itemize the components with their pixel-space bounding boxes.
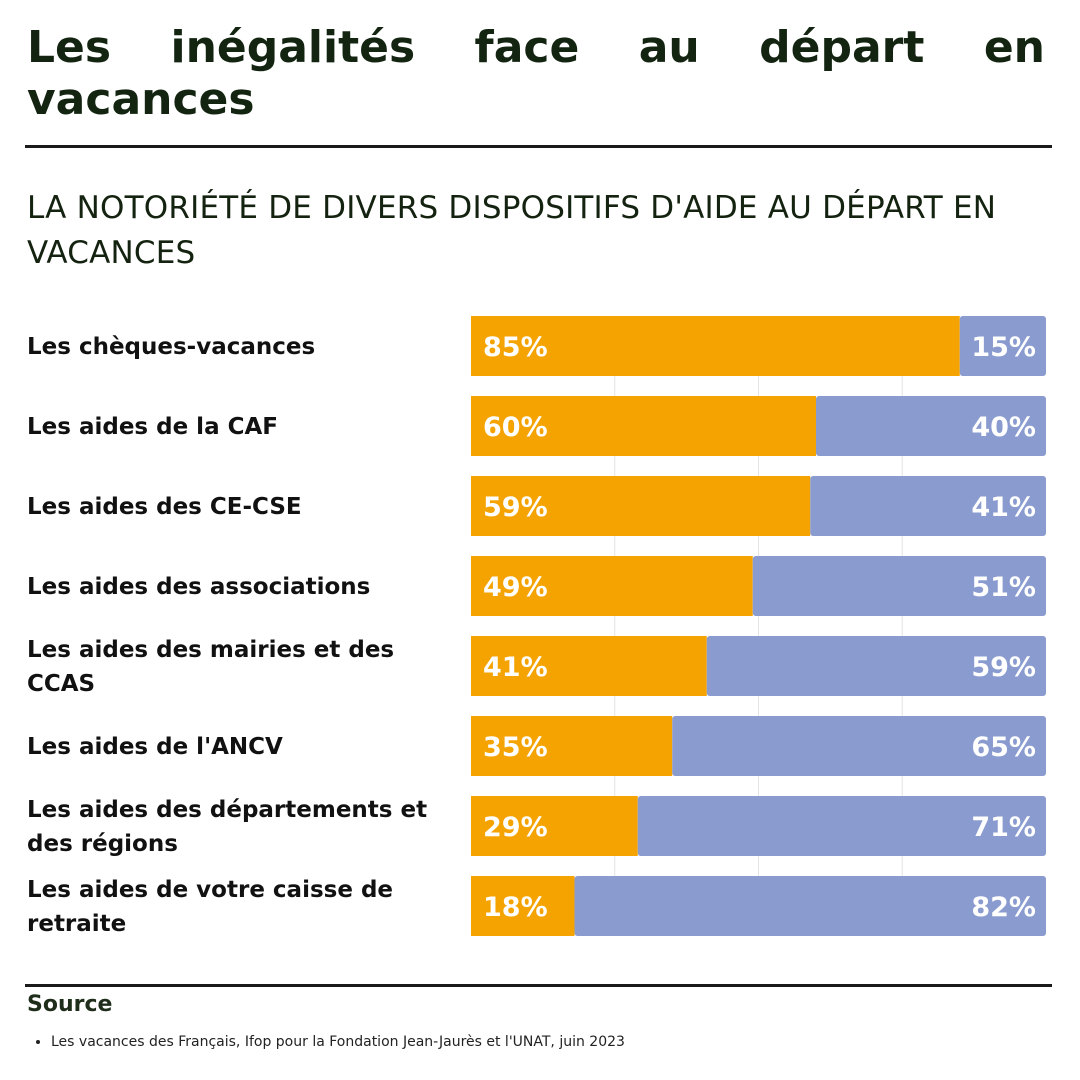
source-divider bbox=[25, 984, 1052, 987]
category-label: Les aides des mairies et des CCAS bbox=[27, 637, 394, 697]
bar-segment bbox=[471, 396, 816, 456]
category-label: Les aides des associations bbox=[27, 574, 370, 600]
bar-segment bbox=[816, 396, 1046, 456]
data-label: 41% bbox=[483, 652, 548, 683]
category-label: Les aides des départements et des régions bbox=[27, 797, 427, 857]
data-label: 60% bbox=[483, 412, 548, 443]
bar-segment bbox=[471, 716, 673, 776]
data-label: 82% bbox=[971, 892, 1036, 923]
data-label: 18% bbox=[483, 892, 548, 923]
data-label: 59% bbox=[971, 652, 1036, 683]
chart-subtitle: LA NOTORIÉTÉ DE DIVERS DISPOSITIFS D'AID… bbox=[27, 190, 997, 271]
source-heading: Source bbox=[27, 992, 113, 1017]
page-title: Les inégalités face au départ en vacance… bbox=[27, 22, 1045, 125]
category-label: Les aides de la CAF bbox=[27, 414, 278, 440]
bar-segment bbox=[471, 556, 753, 616]
data-label: 41% bbox=[971, 492, 1036, 523]
data-label: 40% bbox=[971, 412, 1036, 443]
category-label: Les aides des CE-CSE bbox=[27, 494, 302, 520]
bar-segment bbox=[672, 716, 1046, 776]
title-divider bbox=[25, 145, 1052, 148]
data-label: 49% bbox=[483, 572, 548, 603]
bar-segment bbox=[752, 556, 1046, 616]
category-label: Les aides de votre caisse de retraite bbox=[27, 877, 393, 937]
bar-segment bbox=[959, 316, 1046, 376]
data-label: 29% bbox=[483, 812, 548, 843]
data-label: 59% bbox=[483, 492, 548, 523]
category-label: Les chèques-vacances bbox=[27, 334, 315, 360]
data-label: 85% bbox=[483, 332, 548, 363]
bar-segment bbox=[471, 796, 638, 856]
source-item: Les vacances des Français, Ifop pour la … bbox=[51, 1034, 625, 1050]
bar-segment bbox=[471, 476, 811, 536]
bar-segment bbox=[637, 796, 1046, 856]
data-label: 35% bbox=[483, 732, 548, 763]
data-label: 65% bbox=[971, 732, 1036, 763]
bar-segment bbox=[574, 876, 1046, 936]
bar-segment bbox=[810, 476, 1046, 536]
data-label: 51% bbox=[971, 572, 1036, 603]
category-label: Les aides de l'ANCV bbox=[27, 734, 283, 760]
source-list: Les vacances des Français, Ifop pour la … bbox=[27, 1034, 625, 1050]
bar-segment bbox=[471, 636, 707, 696]
data-label: 15% bbox=[971, 332, 1036, 363]
bar-segment bbox=[471, 316, 960, 376]
data-label: 71% bbox=[971, 812, 1036, 843]
bar-segment bbox=[706, 636, 1046, 696]
bar-segment bbox=[471, 876, 575, 936]
